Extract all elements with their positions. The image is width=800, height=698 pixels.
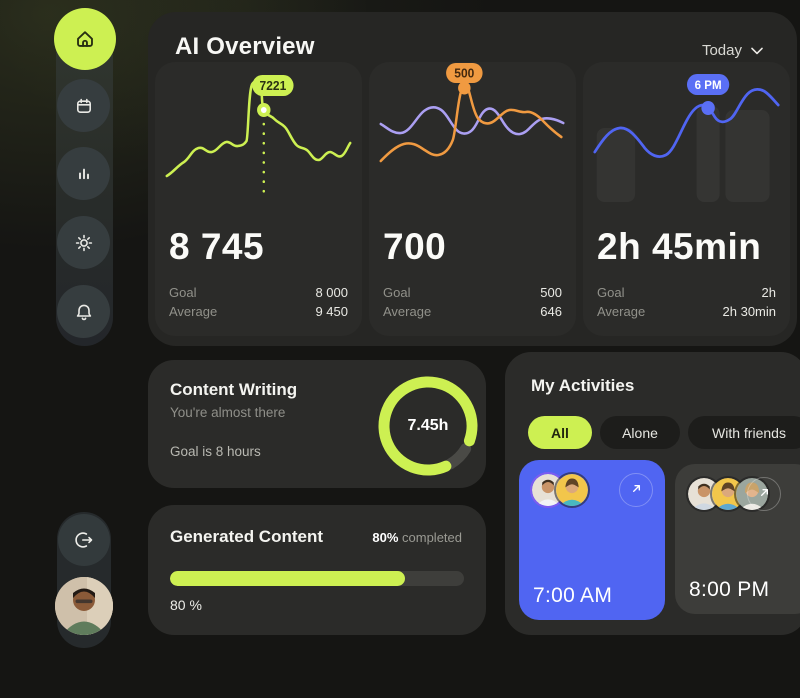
- goal-label: Goal: [597, 285, 625, 300]
- svg-text:6 PM: 6 PM: [695, 79, 722, 92]
- avatar-group: [530, 472, 590, 508]
- stat-details: Goal 2h Average 2h 30min: [597, 283, 776, 321]
- chart-badge: [446, 63, 483, 83]
- average-value: 9 450: [315, 304, 348, 319]
- activity-tile-7am[interactable]: 7:00 AM: [519, 460, 665, 620]
- completed-word: completed: [398, 530, 462, 545]
- stat-card-time: 6 PM 2h 45min Goal 2h Average 2h 30min: [583, 62, 790, 336]
- average-label: Average: [169, 304, 218, 319]
- progress-bar: [170, 571, 464, 586]
- sparkline-orange-purple: 500: [375, 62, 570, 202]
- period-label: Today: [701, 42, 742, 59]
- goal-value: 2h: [761, 285, 776, 300]
- goal-label: Goal: [169, 285, 197, 300]
- stats-icon: [73, 163, 95, 185]
- stat-details: Goal 8 000 Average 9 450: [169, 283, 348, 321]
- progress-ring-fill: [378, 376, 478, 476]
- progress-ring: 7.45h: [373, 371, 483, 481]
- sidebar-item-settings[interactable]: [57, 216, 110, 269]
- calendar-icon: [73, 95, 95, 117]
- tab-with-friends[interactable]: With friends: [688, 416, 800, 449]
- sidebar-item-stats[interactable]: [57, 147, 110, 200]
- content-writing-card: Content Writing You're almost there Goal…: [148, 360, 486, 488]
- arrow-up-right-icon: [757, 485, 772, 503]
- progress-ring-remainder: [378, 376, 478, 476]
- stat-value: 8 745: [169, 226, 265, 267]
- progress-bar-fill: [170, 571, 406, 586]
- sparkline-blue: 6 PM: [589, 62, 784, 202]
- activity-time: 7:00 AM: [533, 584, 613, 607]
- progress-percent-label: 80 %: [170, 597, 202, 613]
- card-title: My Activities: [531, 376, 635, 395]
- stat-card-posts: 500 700 Goal 500 Average 646: [369, 62, 576, 336]
- logout-button[interactable]: [58, 514, 110, 566]
- goal-value: 500: [540, 285, 562, 300]
- sidebar-item-notifications[interactable]: [57, 285, 110, 338]
- participant-avatar: [554, 472, 590, 508]
- overview-columns: 7221 8 745 Goal 8 000 Average 9 450: [155, 62, 790, 336]
- generated-content-card: Generated Content 80% completed 80 %: [148, 505, 486, 635]
- goal-value: 8 000: [315, 285, 348, 300]
- average-label: Average: [597, 304, 646, 319]
- arrow-up-right-icon: [629, 481, 644, 499]
- activity-tile-8pm[interactable]: 8:00 PM: [675, 464, 800, 614]
- activity-time: 8:00 PM: [689, 578, 770, 601]
- avatar-photo: [55, 577, 113, 635]
- chevron-down-icon: [751, 42, 763, 59]
- period-dropdown[interactable]: Today: [702, 42, 763, 59]
- tab-all[interactable]: All: [528, 416, 592, 449]
- average-value: 2h 30min: [722, 304, 776, 319]
- overview-panel: AI Overview Today 7221: [148, 12, 797, 346]
- progress-ring-label: 7.45h: [407, 417, 449, 434]
- goal-text: Goal is 8 hours: [170, 444, 261, 459]
- svg-text:7221: 7221: [260, 79, 287, 93]
- home-icon: [73, 27, 97, 51]
- average-value: 646: [540, 304, 562, 319]
- chart-badge: [252, 75, 294, 96]
- average-label: Average: [383, 304, 432, 319]
- notifications-icon: [73, 301, 95, 323]
- tab-alone[interactable]: Alone: [600, 416, 680, 449]
- chart-badge: [686, 74, 730, 95]
- completed-text: 80% completed: [372, 530, 462, 545]
- sidebar-item-home[interactable]: [54, 8, 116, 70]
- sparkline-green: 7221: [161, 62, 356, 202]
- logout-icon: [73, 529, 95, 551]
- completed-percent: 80%: [372, 530, 399, 545]
- settings-icon: [73, 232, 95, 254]
- svg-text:500: 500: [454, 66, 474, 80]
- user-avatar[interactable]: [55, 577, 113, 635]
- stat-value: 700: [383, 226, 447, 267]
- open-activity-button[interactable]: [619, 473, 653, 507]
- stat-card-generated: 7221 8 745 Goal 8 000 Average 9 450: [155, 62, 362, 336]
- stat-value: 2h 45min: [597, 226, 762, 267]
- card-title: Content Writing: [170, 380, 298, 399]
- page-title: AI Overview: [175, 33, 315, 60]
- sidebar-item-calendar[interactable]: [57, 79, 110, 132]
- card-subtitle: You're almost there: [170, 405, 286, 420]
- stat-details: Goal 500 Average 646: [383, 283, 562, 321]
- card-title: Generated Content: [170, 527, 324, 546]
- goal-label: Goal: [383, 285, 411, 300]
- my-activities-card: My Activities All Alone With friends 7:0…: [505, 352, 800, 635]
- open-activity-button[interactable]: [747, 477, 781, 511]
